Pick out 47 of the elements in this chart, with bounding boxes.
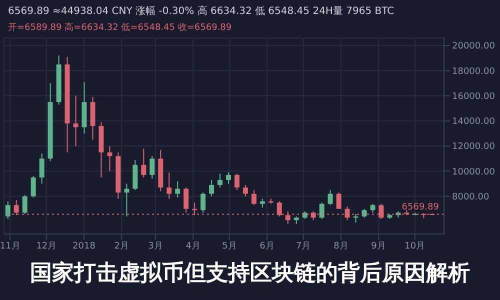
x-tick-label: 10月 xyxy=(404,241,426,252)
candlestick xyxy=(242,184,248,197)
x-tick-label: 2018 xyxy=(72,241,96,252)
candlestick xyxy=(73,95,78,147)
y-tick-label: 20000.00 xyxy=(452,42,496,52)
candlestick xyxy=(336,192,342,210)
text: 国家打击虚拟币但支持区块链的背后原因解析 xyxy=(29,259,471,288)
candlestick xyxy=(150,156,155,180)
x-tick-label: 4月 xyxy=(186,241,200,252)
candlestick xyxy=(184,187,189,214)
x-tick-label: 6月 xyxy=(260,241,274,252)
candlestick xyxy=(319,202,324,220)
y-tick-label: 14000.00 xyxy=(452,117,496,128)
candlestick xyxy=(209,179,214,197)
y-tick-label: 18000.00 xyxy=(452,66,496,77)
y-tick-label: 16000.00 xyxy=(452,92,496,102)
candlestick xyxy=(175,180,180,198)
candlestick xyxy=(132,159,138,191)
x-tick-label: 12月 xyxy=(36,241,57,252)
x-tick-label: 8月 xyxy=(334,241,348,252)
candlestick xyxy=(39,153,44,184)
x-tick-label: 9月 xyxy=(371,241,386,252)
candlestick xyxy=(166,172,172,200)
text: 开=6589.89 高=6634.32 低=6548.45 收=6569.89 xyxy=(7,22,233,34)
candlestick xyxy=(22,194,28,214)
chart-subtitle: 6569.89 ≈44938.04 CNY 涨幅 -0.30% 高 6634.32 低 6548.45 24H量 7965 BTC xyxy=(7,4,396,18)
candlestick xyxy=(200,192,206,214)
candlestick xyxy=(234,173,240,191)
candlestick xyxy=(141,148,146,178)
candlestick xyxy=(5,200,10,220)
y-tick-label: 10000.00 xyxy=(452,167,496,178)
y-tick-label: 8000.00 xyxy=(452,192,490,203)
candlestick xyxy=(124,183,130,217)
candlestick xyxy=(251,190,256,206)
x-tick-label: 11月 xyxy=(0,241,20,252)
y-tick-label: 12000.00 xyxy=(452,142,496,152)
ref-line-label: 6569.89 xyxy=(402,202,440,212)
candlestick xyxy=(107,146,112,172)
x-tick-label: 7月 xyxy=(296,241,311,252)
x-tick-label: 5月 xyxy=(222,241,237,252)
x-tick-label: 3月 xyxy=(148,241,163,252)
candlestick xyxy=(328,190,333,206)
candlestick xyxy=(218,173,223,188)
candlestick xyxy=(90,96,96,140)
candlestick xyxy=(226,172,231,184)
x-tick-label: 2月 xyxy=(114,241,129,252)
candlestick xyxy=(30,176,36,198)
